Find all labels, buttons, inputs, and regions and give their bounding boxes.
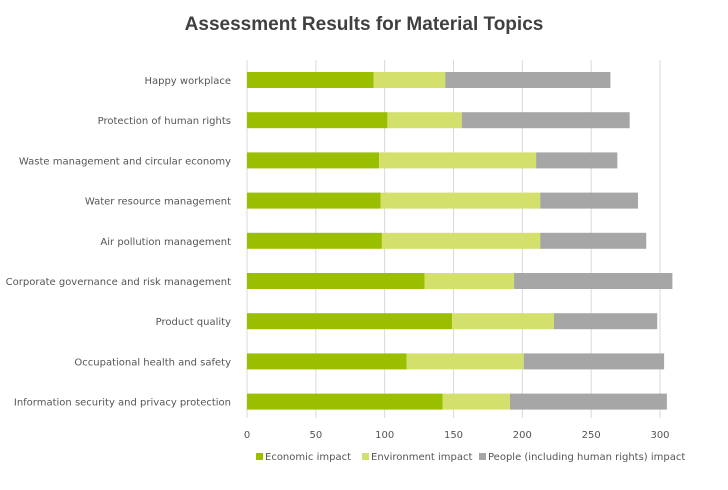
bar-segment bbox=[509, 393, 667, 410]
bar-segment bbox=[406, 353, 524, 370]
bar-segment bbox=[247, 152, 380, 169]
category-label: Happy workplace bbox=[144, 76, 231, 87]
x-tick-label: 250 bbox=[582, 430, 601, 441]
legend-swatch bbox=[479, 453, 486, 460]
legend: Economic impact Environment impact People … bbox=[256, 452, 685, 463]
bar-segment bbox=[553, 313, 658, 330]
bar-segment bbox=[379, 152, 537, 169]
bar-segment bbox=[387, 112, 462, 129]
category-label: Product quality bbox=[156, 317, 231, 328]
bar-segment bbox=[247, 313, 453, 330]
x-axis-tick-labels: 0 50 100 150 200 250 300 bbox=[244, 430, 670, 441]
bar-segment bbox=[247, 192, 381, 209]
bars bbox=[247, 72, 673, 410]
x-tick-label: 150 bbox=[444, 430, 463, 441]
legend-swatch bbox=[362, 453, 369, 460]
bar-segment bbox=[373, 72, 446, 88]
bar-segment bbox=[247, 112, 388, 129]
category-label: Air pollution management bbox=[100, 237, 231, 248]
bar-segment bbox=[424, 273, 515, 289]
bar-segment bbox=[442, 393, 510, 410]
legend-swatch bbox=[256, 453, 263, 460]
category-label: Water resource management bbox=[85, 197, 231, 208]
bar-segment bbox=[540, 232, 647, 249]
bar-segment bbox=[380, 192, 541, 209]
category-label: Protection of human rights bbox=[98, 116, 231, 127]
chart-title: Assessment Results for Material Topics bbox=[184, 14, 544, 35]
bar-segment bbox=[452, 313, 554, 330]
x-tick-label: 100 bbox=[375, 430, 394, 441]
category-labels: Happy workplace Protection of human right… bbox=[6, 76, 231, 409]
bar-segment bbox=[445, 72, 611, 88]
bar-segment bbox=[247, 353, 407, 370]
legend-label: Environment impact bbox=[371, 452, 473, 463]
x-tick-label: 200 bbox=[513, 430, 532, 441]
bar-segment bbox=[523, 353, 665, 370]
category-label: Waste management and circular economy bbox=[19, 156, 231, 167]
x-tick-label: 0 bbox=[244, 430, 250, 441]
category-label: Information security and privacy protect… bbox=[14, 398, 231, 409]
bar-segment bbox=[247, 72, 374, 88]
category-label: Occupational health and safety bbox=[74, 357, 231, 368]
bar-segment bbox=[247, 393, 443, 410]
legend-label: Economic impact bbox=[265, 452, 351, 463]
bar-segment bbox=[381, 232, 541, 249]
bar-segment bbox=[461, 112, 630, 129]
legend-label: People (including human rights) impact bbox=[488, 452, 685, 463]
bar-segment bbox=[540, 192, 638, 209]
bar-segment bbox=[247, 273, 425, 289]
bar-segment bbox=[247, 232, 382, 249]
x-tick-label: 50 bbox=[309, 430, 322, 441]
bar-segment bbox=[536, 152, 618, 169]
category-label: Corporate governance and risk management bbox=[6, 277, 231, 288]
x-tick-label: 300 bbox=[650, 430, 669, 441]
bar-segment bbox=[514, 273, 673, 289]
